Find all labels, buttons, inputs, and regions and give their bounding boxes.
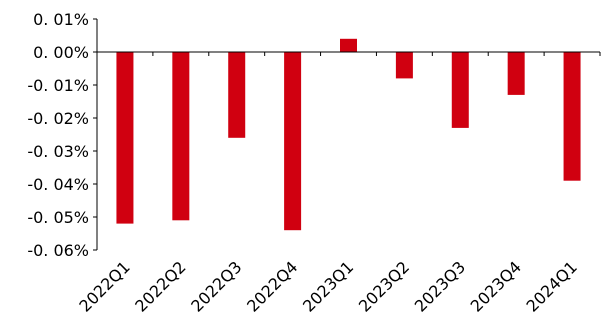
x-tick-label: 2023Q2 xyxy=(355,257,413,315)
y-tick-label: -0. 03% xyxy=(27,142,89,161)
x-tick-label: 2023Q1 xyxy=(299,257,357,315)
x-tick-label: 2023Q4 xyxy=(467,257,525,315)
bar-2022Q2 xyxy=(172,52,190,221)
y-tick-label: 0. 00% xyxy=(33,43,89,62)
y-ticks: 0. 01% 0. 00% -0. 01% -0. 02% -0. 03% -0. 04%… xyxy=(27,10,601,260)
x-tick-label: 2022Q3 xyxy=(187,257,245,315)
bar-2023Q2 xyxy=(395,52,413,79)
bar-2024Q1 xyxy=(563,52,581,181)
bar-2023Q1 xyxy=(340,38,357,52)
y-tick-label: -0. 05% xyxy=(27,208,89,227)
bars-layer xyxy=(116,38,581,231)
x-tick-label: 2022Q4 xyxy=(243,257,301,315)
y-tick-label: -0. 06% xyxy=(27,241,89,260)
x-tick-label: 2024Q1 xyxy=(523,257,581,315)
y-tick-label: -0. 01% xyxy=(27,76,89,95)
bar-2023Q3 xyxy=(451,52,469,128)
x-tick-label: 2022Q2 xyxy=(131,257,189,315)
y-tick-label: -0. 04% xyxy=(27,175,89,194)
x-ticks: 2022Q12022Q22022Q32022Q42023Q12023Q22023… xyxy=(75,257,580,315)
bar-2022Q1 xyxy=(116,52,134,224)
bar-2023Q4 xyxy=(507,52,525,95)
bar-2022Q3 xyxy=(228,52,246,138)
x-tick-label: 2023Q3 xyxy=(411,257,469,315)
y-tick-label: 0. 01% xyxy=(33,10,89,29)
x-tick-label: 2022Q1 xyxy=(75,257,133,315)
bar-2022Q4 xyxy=(284,52,302,231)
y-tick-label: -0. 02% xyxy=(27,109,89,128)
